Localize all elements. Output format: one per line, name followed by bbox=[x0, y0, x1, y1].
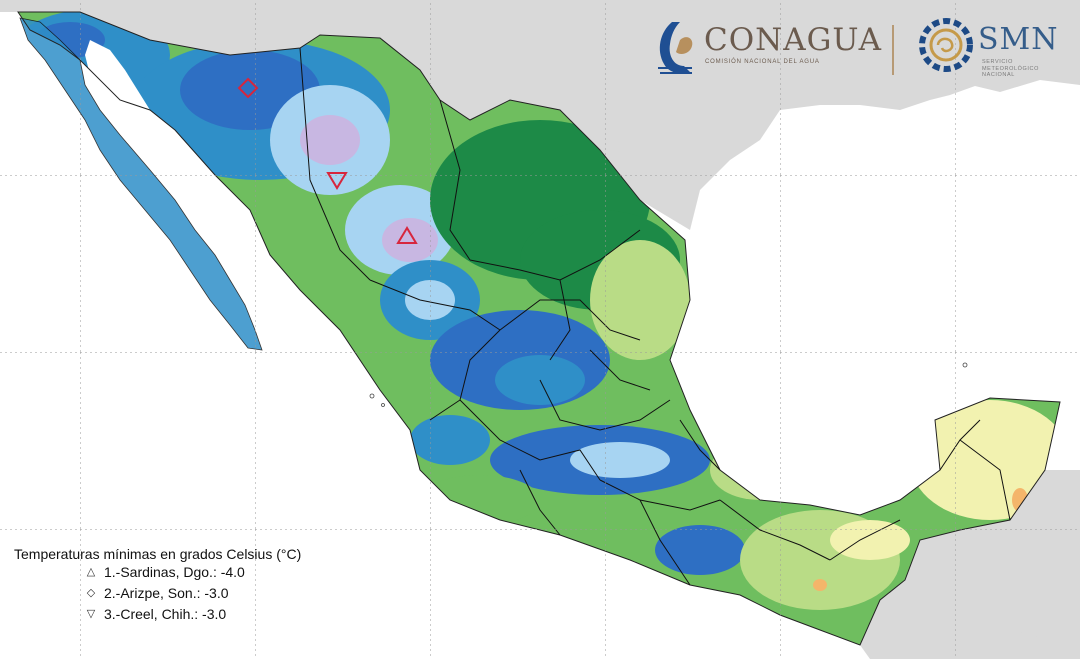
smn-subtitle-line: NACIONAL bbox=[982, 72, 1015, 78]
pacific-islands bbox=[369, 362, 968, 407]
smn-subtitle-line: METEOROLÓGICO bbox=[982, 65, 1039, 72]
triangle-down-icon: ▽ bbox=[86, 608, 96, 620]
smn-logo: SMN SERVICIO METEOROLÓGICO NACIONAL bbox=[916, 14, 1066, 79]
legend-title: Temperaturas mínimas en grados Celsius (… bbox=[14, 546, 302, 562]
legend-item-label: 1.-Sardinas, Dgo.: -4.0 bbox=[104, 564, 245, 580]
triangle-up-icon: △ bbox=[86, 566, 96, 578]
station-marker-sardinas bbox=[396, 226, 418, 244]
conagua-logo-icon bbox=[658, 22, 693, 74]
station-marker-arizpe bbox=[237, 77, 259, 99]
legend-item-sardinas: △ 1.-Sardinas, Dgo.: -4.0 bbox=[14, 564, 354, 583]
smn-logo-subtitle: SERVICIO METEOROLÓGICO NACIONAL bbox=[982, 59, 1039, 79]
station-marker-creel bbox=[326, 172, 348, 190]
legend-item-label: 3.-Creel, Chih.: -3.0 bbox=[104, 606, 227, 622]
conagua-logo-subtitle: COMISIÓN NACIONAL DEL AGUA bbox=[705, 59, 820, 65]
conagua-logo: CONAGUA COMISIÓN NACIONAL DEL AGUA bbox=[652, 14, 882, 76]
diamond-icon: ◇ bbox=[86, 587, 96, 599]
smn-logo-icon bbox=[919, 18, 973, 72]
map-legend: Temperaturas mínimas en grados Celsius (… bbox=[14, 546, 354, 625]
legend-item-arizpe: ◇ 2.-Arizpe, Son.: -3.0 bbox=[14, 585, 354, 604]
conagua-logo-text: CONAGUA bbox=[704, 22, 882, 58]
logo-divider bbox=[892, 25, 894, 75]
smn-logo-text: SMN bbox=[978, 22, 1059, 57]
legend-item-label: 2.-Arizpe, Son.: -3.0 bbox=[104, 585, 229, 601]
station-markers bbox=[237, 77, 418, 244]
legend-item-creel: ▽ 3.-Creel, Chih.: -3.0 bbox=[14, 606, 354, 625]
smn-subtitle-line: SERVICIO bbox=[982, 59, 1013, 65]
